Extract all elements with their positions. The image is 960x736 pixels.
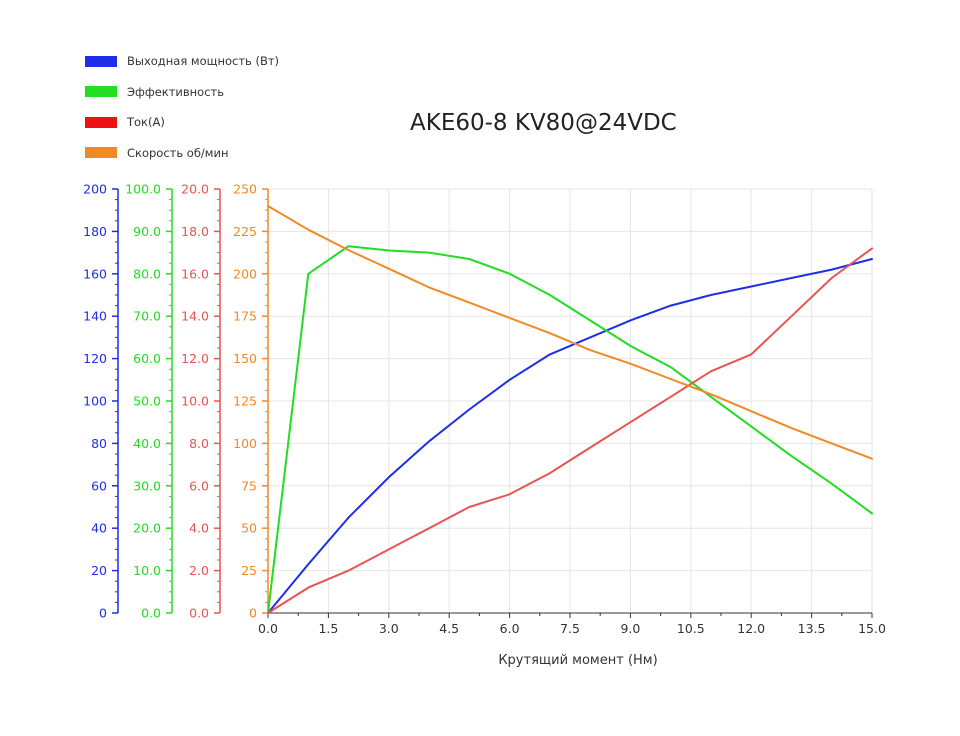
y-tick-label-power: 0 [99, 606, 107, 621]
y-tick-label-efficiency: 30.0 [133, 478, 161, 493]
legend: Выходная мощность (Вт) Эффективность Ток… [85, 46, 279, 168]
y-tick-label-current: 2.0 [189, 563, 209, 578]
y-tick-label-current: 12.0 [181, 351, 209, 366]
y-tick-label-efficiency: 10.0 [133, 563, 161, 578]
y-tick-label-speed: 250 [233, 182, 257, 197]
y-tick-label-current: 10.0 [181, 394, 209, 409]
y-tick-label-power: 160 [83, 266, 107, 281]
x-tick-label: 7.5 [560, 621, 580, 636]
chart-title: AKE60-8 KV80@24VDC [410, 110, 677, 136]
legend-label-speed: Скорость об/мин [127, 145, 229, 160]
y-tick-label-current: 14.0 [181, 309, 209, 324]
x-tick-label: 6.0 [500, 621, 520, 636]
y-tick-label-efficiency: 70.0 [133, 309, 161, 324]
x-tick-label: 1.5 [318, 621, 338, 636]
series-line-current [267, 247, 873, 614]
y-tick-label-speed: 50 [241, 521, 257, 536]
y-tick-label-efficiency: 50.0 [133, 394, 161, 409]
y-tick-label-power: 60 [91, 478, 107, 493]
y-tick-label-speed: 0 [249, 606, 257, 621]
legend-item-efficiency: Эффективность [85, 77, 279, 108]
legend-item-power: Выходная мощность (Вт) [85, 46, 279, 77]
y-tick-label-power: 140 [83, 309, 107, 324]
y-tick-label-efficiency: 100.0 [125, 182, 161, 197]
series-line-efficiency [267, 245, 873, 614]
y-tick-label-current: 16.0 [181, 266, 209, 281]
y-tick-label-power: 20 [91, 563, 107, 578]
y-tick-label-current: 0.0 [189, 606, 209, 621]
series-line-speed [267, 205, 873, 460]
legend-swatch-power [85, 55, 117, 67]
x-tick-label: 9.0 [620, 621, 640, 636]
legend-label-current: Ток(А) [127, 115, 165, 130]
y-tick-label-power: 80 [91, 436, 107, 451]
y-tick-label-power: 200 [83, 182, 107, 197]
y-tick-label-power: 100 [83, 394, 107, 409]
y-tick-label-speed: 175 [233, 309, 257, 324]
y-tick-label-power: 180 [83, 224, 107, 239]
y-tick-label-speed: 225 [233, 224, 257, 239]
series-line-power [267, 258, 873, 614]
legend-label-efficiency: Эффективность [127, 84, 225, 99]
x-tick-label: 3.0 [379, 621, 399, 636]
y-tick-label-speed: 75 [241, 478, 257, 493]
x-tick-label: 0.0 [258, 621, 278, 636]
y-tick-label-speed: 150 [233, 351, 257, 366]
legend-swatch-efficiency [85, 86, 117, 98]
y-tick-label-speed: 25 [241, 563, 257, 578]
y-tick-label-speed: 125 [233, 394, 257, 409]
x-tick-label: 12.0 [737, 621, 765, 636]
legend-item-speed: Скорость об/мин [85, 138, 279, 169]
y-tick-label-current: 6.0 [189, 478, 209, 493]
y-tick-label-efficiency: 90.0 [133, 224, 161, 239]
legend-swatch-current [85, 116, 117, 128]
y-tick-label-power: 120 [83, 351, 107, 366]
x-axis-label: Крутящий момент (Нм) [498, 653, 658, 668]
x-tick-label: 4.5 [439, 621, 459, 636]
y-tick-label-current: 8.0 [189, 436, 209, 451]
y-tick-label-speed: 200 [233, 266, 257, 281]
x-tick-label: 13.5 [798, 621, 826, 636]
y-tick-label-current: 20.0 [181, 182, 209, 197]
legend-swatch-speed [85, 147, 117, 159]
legend-item-current: Ток(А) [85, 107, 279, 138]
legend-label-power: Выходная мощность (Вт) [127, 54, 280, 69]
x-tick-label: 15.0 [858, 621, 886, 636]
y-tick-label-efficiency: 60.0 [133, 351, 161, 366]
y-tick-label-current: 18.0 [181, 224, 209, 239]
x-tick-label: 10.5 [677, 621, 705, 636]
y-tick-label-efficiency: 80.0 [133, 266, 161, 281]
y-tick-label-efficiency: 20.0 [133, 521, 161, 536]
y-tick-label-speed: 100 [233, 436, 257, 451]
y-tick-label-efficiency: 0.0 [141, 606, 161, 621]
y-tick-label-current: 4.0 [189, 521, 209, 536]
y-tick-label-power: 40 [91, 521, 107, 536]
y-tick-label-efficiency: 40.0 [133, 436, 161, 451]
